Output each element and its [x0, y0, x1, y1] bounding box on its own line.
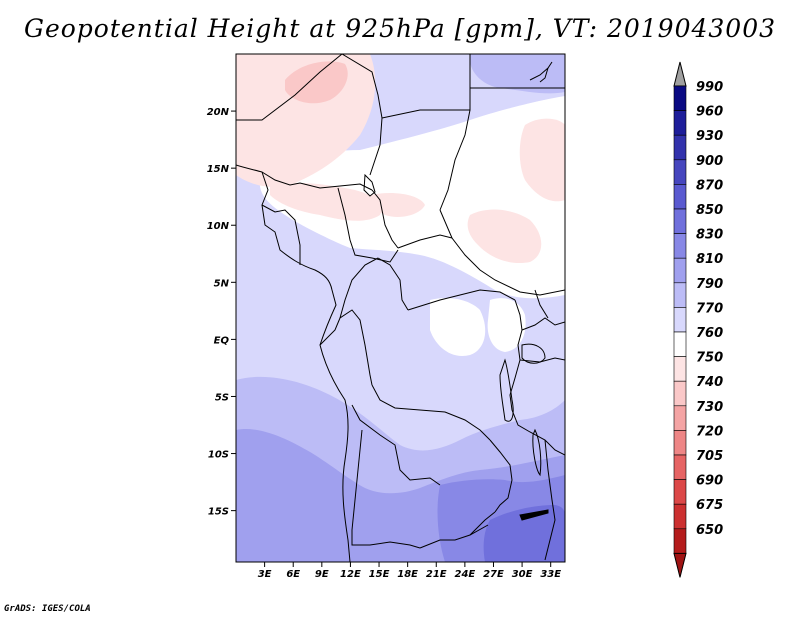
colorbar-label: 770 — [696, 301, 723, 316]
colorbar-label: 675 — [696, 498, 723, 513]
field-790-ne — [470, 54, 565, 94]
colorbar-label: 720 — [696, 424, 723, 439]
colorbar-cell — [673, 184, 687, 210]
y-tick-label: 15S — [208, 507, 229, 518]
country-borders — [236, 54, 565, 562]
field-750-sudan — [467, 209, 542, 264]
y-tick-label: 5S — [215, 392, 229, 403]
colorbar-label: 900 — [696, 154, 723, 169]
x-tick-label: 27E — [483, 569, 504, 580]
x-tick-label: 21E — [426, 569, 447, 580]
y-tick-label: 20N — [207, 107, 230, 118]
colorbar-cell — [673, 356, 687, 382]
x-tick-label: 6E — [286, 569, 300, 580]
x-tick-label: 18E — [397, 569, 418, 580]
y-axis: 20N 15N 10N 5N EQ 5S 10S 15S — [207, 107, 236, 518]
y-tick-label: 10S — [208, 450, 229, 461]
x-tick-label: 30E — [512, 569, 533, 580]
colorbar-label: 730 — [696, 400, 723, 415]
colorbar-cell — [673, 282, 687, 308]
colorbar-label: 690 — [696, 474, 723, 489]
colorbar-cell — [673, 405, 687, 431]
colorbar-over-triangle — [673, 61, 687, 87]
colorbar-cell — [673, 307, 687, 333]
colorbar-cell — [673, 331, 687, 357]
colorbar-label: 790 — [696, 277, 723, 292]
y-tick-label: 10N — [207, 221, 230, 232]
colorbar-label: 830 — [696, 228, 723, 243]
x-tick-label: 15E — [369, 569, 390, 580]
x-tick-label: 24E — [454, 569, 475, 580]
colorbar-cell — [673, 233, 687, 259]
x-tick-label: 9E — [315, 569, 329, 580]
map-area — [236, 54, 565, 562]
y-tick-label: 15N — [207, 164, 230, 175]
colorbar-under-triangle — [673, 552, 687, 578]
colorbar-label: 870 — [696, 178, 723, 193]
colorbar-label: 750 — [696, 351, 723, 366]
colorbar-label: 930 — [696, 129, 723, 144]
colorbar-label: 990 — [696, 80, 723, 95]
y-tick-label: EQ — [214, 335, 230, 346]
colorbar-label: 760 — [696, 326, 723, 341]
field-750-chad — [369, 193, 425, 217]
colorbar-label: 705 — [696, 449, 723, 464]
field-750-egypt — [519, 118, 565, 202]
x-tick-label: 3E — [258, 569, 272, 580]
colorbar-cell — [673, 454, 687, 480]
colorbar-cell — [673, 503, 687, 530]
chart-title: Geopotential Height at 925hPa [gpm], VT:… — [23, 14, 777, 43]
x-axis: 3E 6E 9E 12E 15E 18E 21E 24E 27E 30E 33E — [258, 562, 561, 580]
colorbar-cell — [673, 380, 687, 407]
field-760-central — [430, 298, 486, 356]
colorbar-label: 810 — [696, 252, 723, 267]
colorbar-cell — [673, 110, 687, 136]
field-850-southeast — [483, 505, 565, 562]
colorbar-label: 740 — [696, 375, 723, 390]
colorbar: 990 960 930 900 870 850 830 810 790 770 760 750 740 7… — [673, 61, 723, 578]
colorbar-label: 650 — [696, 523, 723, 538]
field-760-east — [487, 298, 526, 352]
colorbar-cell — [673, 85, 687, 111]
field-740-sahara — [285, 61, 348, 104]
colorbar-cell — [673, 208, 687, 234]
colorbar-cell — [673, 257, 687, 284]
colorbar-cell — [673, 479, 687, 505]
grads-credit: GrADS: IGES/COLA — [4, 604, 91, 614]
map-frame — [235, 53, 566, 563]
field-750-westafrica — [270, 182, 382, 221]
x-tick-label: 12E — [340, 569, 361, 580]
x-tick-label: 33E — [540, 569, 561, 580]
colorbar-label: 960 — [696, 105, 723, 120]
colorbar-label: 850 — [696, 203, 723, 218]
y-tick-label: 5N — [214, 278, 230, 289]
colorbar-cell — [673, 134, 687, 161]
colorbar-cell — [673, 528, 687, 554]
colorbar-cell — [673, 159, 687, 185]
colorbar-cell — [673, 430, 687, 456]
